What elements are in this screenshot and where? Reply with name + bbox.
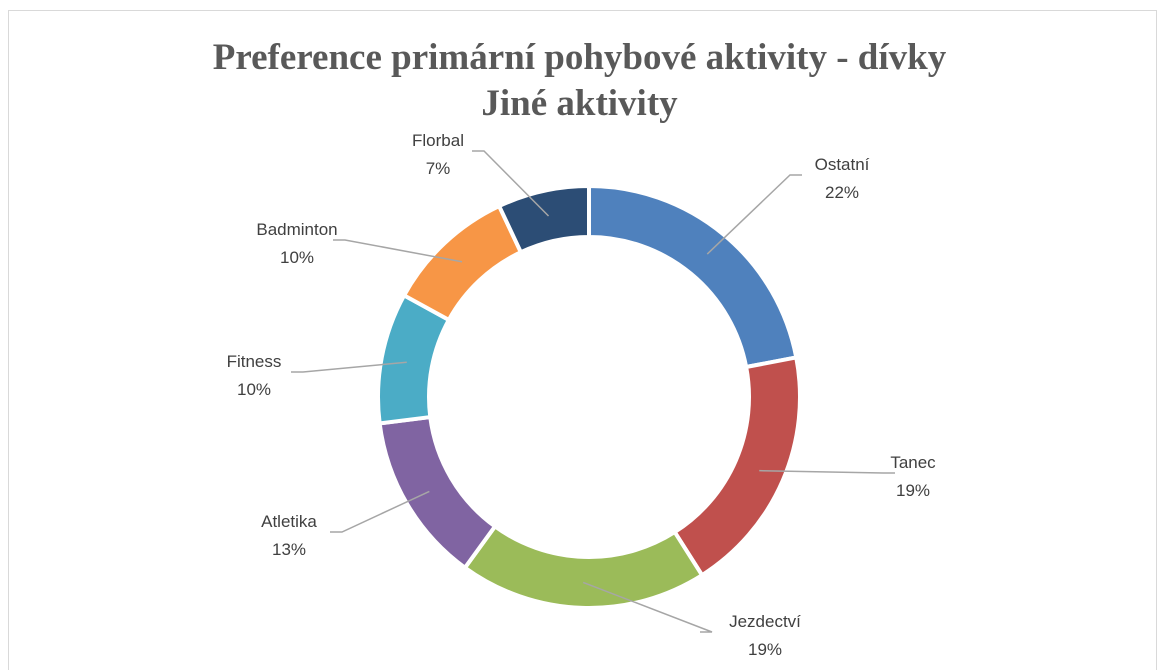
slice-tanec: [671, 355, 802, 578]
leader-line-atletika: [330, 490, 430, 533]
slice-atletika: [377, 414, 498, 571]
slice-label-florbal: Florbal: [412, 131, 464, 150]
leader-line-jezdectví: [582, 581, 713, 633]
slice-jezdectví: [462, 523, 705, 610]
slice-value-atletika: 13%: [272, 540, 306, 559]
slice-label-atletika: Atletika: [261, 512, 317, 531]
leader-line-tanec: [759, 469, 895, 474]
slice-value-jezdectví: 19%: [748, 640, 782, 659]
leader-lines: [291, 150, 895, 633]
slice-value-ostatní: 22%: [825, 183, 859, 202]
slice-value-tanec: 19%: [896, 481, 930, 500]
slice-value-florbal: 7%: [426, 159, 451, 178]
slice-label-fitness: Fitness: [227, 352, 282, 371]
slice-label-jezdectví: Jezdectví: [729, 612, 801, 631]
slice-value-fitness: 10%: [237, 380, 271, 399]
slice-florbal: [496, 183, 591, 255]
slice-labels: Ostatní 22% Tanec 19% Jezdectví 19% Atletika 13…: [227, 131, 937, 659]
leader-line-ostatní: [706, 174, 802, 255]
chart-title: Preference primární pohybové aktivity - …: [212, 37, 947, 78]
leader-line-badminton: [333, 239, 463, 263]
slice-badminton: [401, 203, 524, 323]
donut-slices: [376, 183, 802, 610]
chart-subtitle: Jiné aktivity: [481, 83, 678, 124]
slice-ostatní: [587, 183, 799, 370]
slice-label-badminton: Badminton: [256, 220, 337, 239]
slice-value-badminton: 10%: [280, 248, 314, 267]
slice-label-ostatní: Ostatní: [815, 155, 870, 174]
slice-label-tanec: Tanec: [890, 453, 936, 472]
leader-line-fitness: [291, 361, 407, 373]
leader-line-florbal: [472, 150, 550, 217]
